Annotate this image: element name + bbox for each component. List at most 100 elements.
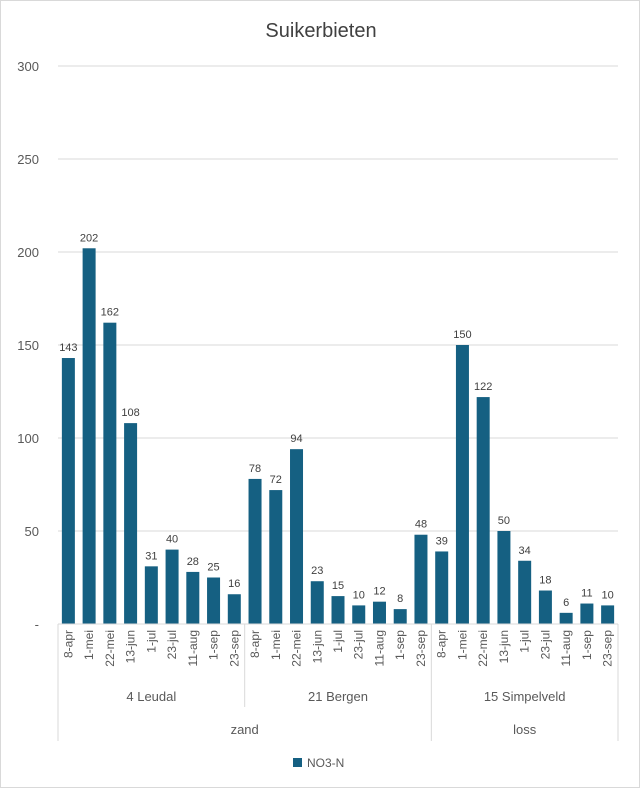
data-label: 143 <box>59 342 77 354</box>
y-tick-label: 200 <box>17 245 39 260</box>
x-axis: 8-apr 1-mei 22-mei 13-jun 1-jul 23-jul 11-aug 1… <box>57 623 619 741</box>
data-label: 18 <box>539 575 551 587</box>
legend-label: NO3-N <box>307 756 344 770</box>
data-label: 162 <box>101 307 119 319</box>
data-label: 31 <box>145 550 157 562</box>
bar <box>580 603 594 624</box>
bar <box>559 612 573 624</box>
bars: 143 202 162 108 31 40 28 25 16 78 72 94 23 15 10 12 8 48 3… <box>59 232 615 624</box>
y-tick-label: 100 <box>17 431 39 446</box>
data-label: 10 <box>602 589 614 601</box>
bar <box>207 577 221 624</box>
y-tick-label: 50 <box>25 524 39 539</box>
bar <box>352 605 366 624</box>
data-label: 202 <box>80 232 98 244</box>
bar <box>124 423 138 624</box>
x-tick-label: 22-mei <box>290 630 304 667</box>
data-label: 122 <box>474 381 492 393</box>
x-tick-label: 13-jun <box>124 630 138 663</box>
bar <box>290 449 304 624</box>
y-tick-label: 300 <box>17 59 39 74</box>
data-label: 23 <box>311 565 323 577</box>
y-tick-label: - <box>35 617 39 632</box>
bar <box>455 345 469 624</box>
data-label: 48 <box>415 519 427 531</box>
data-label: 150 <box>453 329 471 341</box>
x-tick-label: 1-jul <box>331 630 345 653</box>
bar <box>248 478 262 624</box>
data-label: 94 <box>290 433 302 445</box>
data-label: 10 <box>353 589 365 601</box>
data-label: 39 <box>436 535 448 547</box>
bar <box>601 605 615 624</box>
bar <box>414 534 428 624</box>
bar <box>144 566 158 624</box>
x-tick-label: 13-jun <box>497 630 511 663</box>
legend: NO3-N <box>293 756 344 770</box>
data-label: 72 <box>270 474 282 486</box>
x-tick-label: 22-mei <box>476 630 490 667</box>
x-tick-label: 11-aug <box>186 630 200 666</box>
bar <box>393 609 407 624</box>
x-tick-label: 8-apr <box>248 630 262 658</box>
bar <box>476 397 490 624</box>
data-label: 11 <box>581 588 592 600</box>
x-tick-label: 23-jul <box>352 630 366 659</box>
soil-group-label: loss <box>513 722 537 737</box>
bar <box>82 248 96 624</box>
bar <box>227 594 241 624</box>
x-tick-label: 11-aug <box>372 630 386 666</box>
x-tick-label: 11-aug <box>559 630 573 666</box>
gridlines <box>58 65 618 532</box>
bar <box>331 596 345 624</box>
x-tick-label: 1-jul <box>144 630 158 653</box>
data-label: 34 <box>519 545 531 557</box>
bar <box>103 322 117 624</box>
x-tick-label: 1-sep <box>580 630 594 660</box>
x-tick-label: 8-apr <box>435 630 449 658</box>
soil-group-label: zand <box>231 722 259 737</box>
data-label: 50 <box>498 515 510 527</box>
x-tick-label: 22-mei <box>103 630 117 667</box>
x-tick-label: 8-apr <box>61 630 75 658</box>
x-tick-label: 13-jun <box>310 630 324 663</box>
location-label: 21 Bergen <box>308 689 368 704</box>
data-label: 28 <box>187 556 199 568</box>
bar <box>269 490 283 624</box>
data-label: 25 <box>207 562 219 574</box>
bar <box>538 590 552 624</box>
x-tick-label: 1-jul <box>518 630 532 653</box>
data-label: 6 <box>563 597 569 609</box>
bar <box>186 571 200 624</box>
x-tick-label: 23-sep <box>227 630 241 667</box>
x-tick-label: 1-sep <box>207 630 221 660</box>
x-tick-label: 1-mei <box>269 630 283 660</box>
data-label: 108 <box>121 407 139 419</box>
data-label: 16 <box>228 578 240 590</box>
legend-swatch <box>293 758 302 767</box>
data-label: 12 <box>373 586 385 598</box>
data-label: 40 <box>166 534 178 546</box>
bar <box>518 560 532 624</box>
y-tick-label: 150 <box>17 338 39 353</box>
x-tick-label: 23-jul <box>538 630 552 659</box>
bar <box>310 581 324 624</box>
chart-title: Suikerbieten <box>265 20 376 42</box>
bar <box>165 549 179 624</box>
data-label: 8 <box>397 593 403 605</box>
x-tick-label: 23-sep <box>601 630 615 667</box>
x-tick-label: 23-sep <box>414 630 428 667</box>
bar <box>61 358 75 624</box>
location-label: 4 Leudal <box>126 689 176 704</box>
x-tick-label: 1-mei <box>82 630 96 660</box>
bar <box>372 601 386 624</box>
data-label: 78 <box>249 463 261 475</box>
location-label: 15 Simpelveld <box>484 689 566 704</box>
bar <box>497 531 511 624</box>
data-label: 15 <box>332 580 344 592</box>
bar <box>435 551 449 624</box>
y-tick-label: 250 <box>17 152 39 167</box>
x-tick-label: 1-sep <box>393 630 407 660</box>
